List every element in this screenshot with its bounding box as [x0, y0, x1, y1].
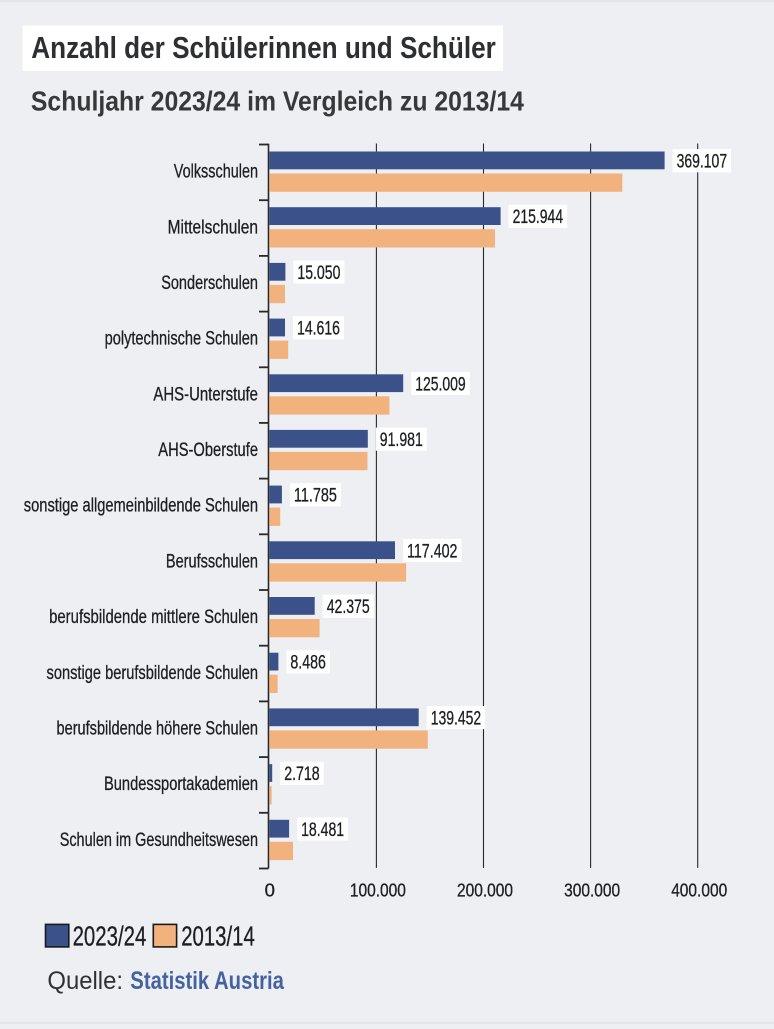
svg-text:117.402: 117.402: [407, 541, 458, 562]
svg-text:Mittelschulen: Mittelschulen: [168, 217, 258, 238]
svg-text:sonstige allgemeinbildende Sch: sonstige allgemeinbildende Schulen: [24, 496, 258, 517]
svg-text:berufsbildende höhere Schulen: berufsbildende höhere Schulen: [57, 719, 259, 740]
svg-text:AHS-Unterstufe: AHS-Unterstufe: [153, 384, 258, 405]
svg-text:Bundessportakademien: Bundessportakademien: [104, 774, 258, 795]
svg-text:Quelle:: Quelle:: [47, 967, 123, 995]
svg-text:sonstige berufsbildende Schule: sonstige berufsbildende Schulen: [47, 663, 259, 684]
svg-text:215.944: 215.944: [513, 207, 564, 228]
svg-text:400.000: 400.000: [671, 879, 727, 900]
svg-text:Sonderschulen: Sonderschulen: [161, 273, 258, 294]
svg-text:15.050: 15.050: [297, 263, 340, 284]
svg-text:125.009: 125.009: [415, 374, 466, 395]
svg-text:100.000: 100.000: [350, 879, 406, 900]
svg-text:300.000: 300.000: [564, 879, 620, 900]
svg-text:91.981: 91.981: [380, 430, 423, 451]
svg-text:Anzahl der Schülerinnen und Sc: Anzahl der Schülerinnen und Schüler: [31, 30, 496, 65]
svg-text:Statistik Austria: Statistik Austria: [130, 967, 284, 995]
svg-text:11.785: 11.785: [294, 486, 337, 507]
svg-text:2.718: 2.718: [284, 764, 320, 785]
svg-text:8.486: 8.486: [290, 653, 326, 674]
svg-text:berufsbildende mittlere Schule: berufsbildende mittlere Schulen: [49, 607, 258, 628]
svg-text:18.481: 18.481: [301, 820, 344, 841]
svg-text:139.452: 139.452: [431, 708, 482, 729]
svg-text:Schulen im Gesundheitswesen: Schulen im Gesundheitswesen: [60, 830, 258, 851]
svg-text:Volksschulen: Volksschulen: [174, 162, 258, 183]
svg-text:14.616: 14.616: [297, 319, 340, 340]
svg-text:polytechnische Schulen: polytechnische Schulen: [105, 329, 258, 350]
svg-text:2013/14: 2013/14: [181, 921, 255, 952]
svg-text:369.107: 369.107: [677, 152, 728, 173]
svg-text:AHS-Oberstufe: AHS-Oberstufe: [158, 440, 258, 461]
svg-text:2023/24: 2023/24: [73, 921, 147, 952]
svg-text:42.375: 42.375: [327, 597, 370, 618]
svg-text:Schuljahr 2023/24 im Vergleich: Schuljahr 2023/24 im Vergleich zu 2013/1…: [31, 85, 524, 116]
svg-text:0: 0: [265, 879, 275, 900]
svg-text:200.000: 200.000: [457, 879, 513, 900]
svg-text:Berufsschulen: Berufsschulen: [166, 551, 258, 572]
